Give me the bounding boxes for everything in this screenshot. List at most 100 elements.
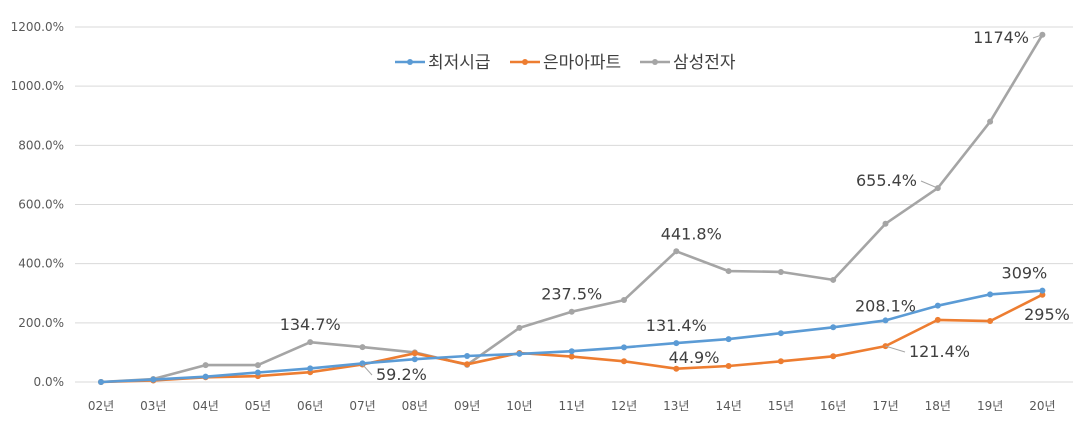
data-point — [673, 340, 680, 347]
data-point — [150, 376, 157, 383]
data-point — [516, 324, 523, 331]
data-point — [830, 353, 837, 360]
annotation-label: 237.5% — [541, 285, 602, 304]
data-point — [202, 373, 209, 380]
data-point — [254, 362, 261, 369]
data-point — [882, 317, 889, 324]
data-point — [987, 318, 994, 325]
data-point — [568, 348, 575, 355]
data-point — [359, 360, 366, 367]
data-point — [568, 353, 575, 360]
y-axis-ticks: 0.0% 200.0% 400.0% 600.0% 800.0% 1000.0% 1200.… — [11, 20, 64, 389]
legend-item: 최저시급 — [395, 53, 491, 73]
y-tick-label: 800.0% — [18, 138, 64, 152]
data-point — [621, 358, 627, 365]
data-point — [934, 302, 941, 309]
x-tick-label: 13년 — [663, 399, 689, 413]
annotation-label: 208.1% — [855, 296, 916, 315]
y-tick-label: 1200.0% — [11, 20, 64, 34]
y-tick-label: 0.0% — [34, 375, 65, 389]
data-point — [725, 363, 732, 370]
annotations: 134.7% 59.2% 237.5% 441.8% 131.4% 44.9% 655.4%… — [280, 28, 1070, 384]
data-point — [1039, 291, 1046, 298]
data-point — [987, 291, 994, 298]
data-point — [777, 330, 784, 337]
data-point — [673, 365, 680, 372]
annotation-label: 134.7% — [280, 315, 341, 334]
x-tick-label: 07년 — [349, 399, 375, 413]
data-point — [934, 316, 941, 323]
data-point — [725, 268, 732, 275]
y-tick-label: 400.0% — [18, 257, 64, 271]
legend-marker — [652, 59, 658, 65]
x-tick-label: 12년 — [611, 399, 637, 413]
gridlines — [75, 26, 1073, 383]
legend-label: 최저시급 — [428, 53, 491, 73]
x-tick-label: 16년 — [820, 399, 846, 413]
x-tick-label: 10년 — [506, 399, 532, 413]
annotation-label: 655.4% — [856, 171, 917, 190]
series-2 — [98, 31, 1046, 385]
data-point — [202, 362, 209, 369]
data-point — [777, 268, 784, 275]
x-tick-label: 08년 — [402, 399, 428, 413]
data-point — [464, 352, 471, 359]
x-tick-label: 09년 — [454, 399, 480, 413]
data-point — [254, 369, 261, 376]
annotation-label: 1174% — [973, 28, 1029, 47]
legend-label: 삼성전자 — [673, 53, 736, 73]
data-point — [411, 350, 418, 357]
x-tick-label: 05년 — [245, 399, 271, 413]
x-tick-label: 19년 — [977, 399, 1003, 413]
data-point — [777, 358, 784, 365]
legend-marker — [407, 59, 413, 65]
annotation-leader — [920, 180, 938, 189]
data-point — [1039, 287, 1046, 294]
annotation-label: 131.4% — [646, 316, 707, 335]
y-tick-label: 600.0% — [18, 198, 64, 212]
data-point — [673, 248, 680, 255]
data-point — [98, 379, 104, 385]
legend-item: 삼성전자 — [640, 53, 736, 73]
x-tick-label: 14년 — [715, 399, 741, 413]
annotation-label: 295% — [1024, 305, 1070, 324]
annotation-leader — [885, 345, 906, 353]
y-tick-label: 200.0% — [18, 316, 64, 330]
x-tick-label: 02년 — [88, 399, 114, 413]
x-tick-label: 15년 — [768, 399, 794, 413]
annotation-label: 59.2% — [376, 365, 427, 384]
x-tick-label: 11년 — [559, 399, 585, 413]
x-tick-label: 03년 — [140, 399, 166, 413]
legend-item: 은마아파트 — [510, 53, 621, 73]
data-point — [464, 361, 471, 368]
x-tick-label: 20년 — [1029, 399, 1055, 413]
data-point — [568, 308, 575, 315]
x-axis-ticks: 02년 03년 04년 05년 06년 07년 08년 09년 10년 11년 12년 13년 14년 1… — [88, 399, 1056, 413]
annotation-leader — [1032, 34, 1043, 39]
x-tick-label: 17년 — [872, 399, 898, 413]
data-point — [621, 297, 627, 304]
data-point — [307, 365, 314, 372]
annotation-label: 441.8% — [661, 224, 722, 243]
x-tick-label: 04년 — [192, 399, 218, 413]
y-tick-label: 1000.0% — [11, 79, 64, 93]
annotation-label: 309% — [1002, 264, 1048, 283]
x-tick-label: 06년 — [297, 399, 323, 413]
data-point — [725, 336, 732, 343]
legend: 최저시급 은마아파트 삼성전자 — [395, 53, 736, 73]
data-point — [882, 220, 889, 227]
series-0 — [98, 287, 1046, 385]
data-point — [830, 324, 837, 331]
data-point — [830, 276, 837, 283]
data-point — [516, 350, 523, 357]
annotation-leader — [362, 364, 373, 376]
legend-label: 은마아파트 — [543, 53, 621, 73]
legend-marker — [522, 59, 528, 65]
annotation-label: 121.4% — [909, 342, 970, 361]
x-tick-label: 18년 — [925, 399, 951, 413]
annotation-label: 44.9% — [669, 348, 720, 367]
series-lines — [98, 31, 1046, 385]
data-point — [359, 344, 366, 351]
data-point — [987, 118, 994, 125]
